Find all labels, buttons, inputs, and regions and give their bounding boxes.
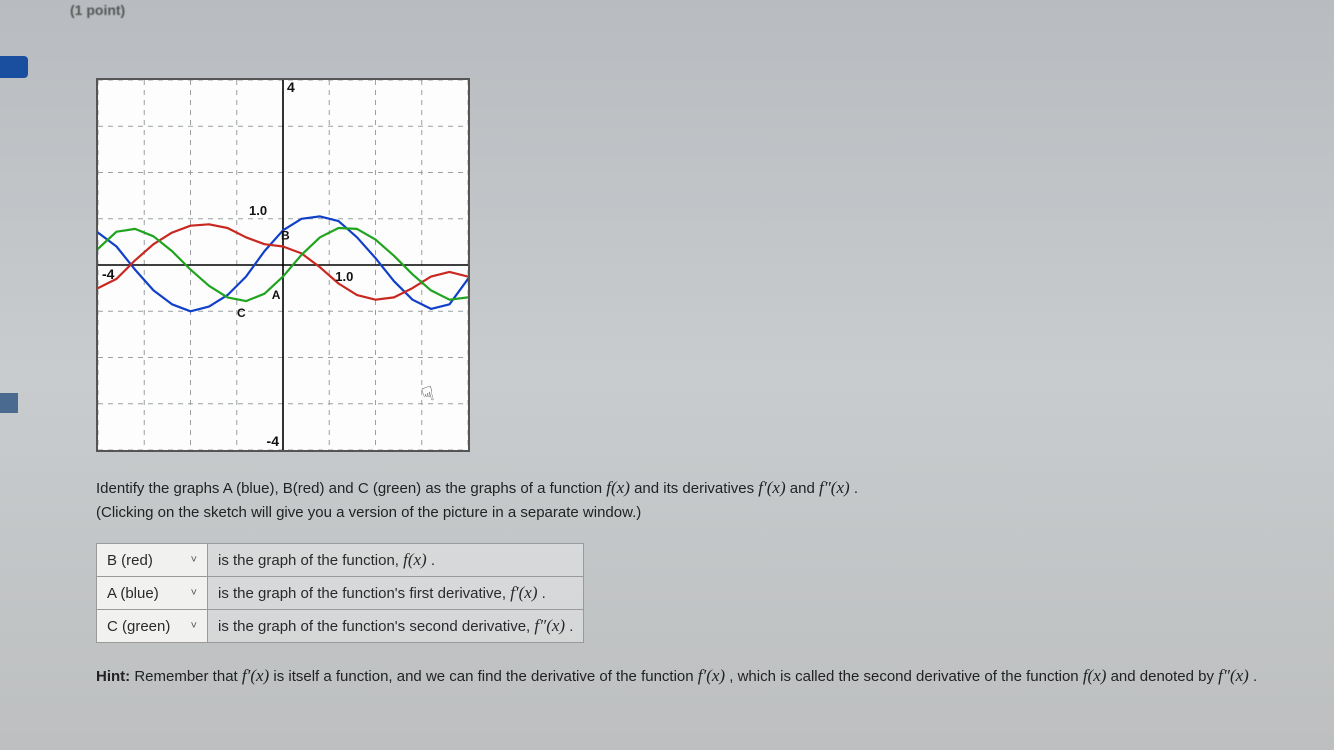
- answer-text-pre: is the graph of the function's second de…: [218, 618, 534, 635]
- hint-p3: , which is called the second derivative …: [729, 668, 1083, 685]
- answer-select-0[interactable]: B (red) ˅: [107, 552, 197, 569]
- desc-text-4: .: [854, 480, 858, 497]
- svg-text:C: C: [237, 306, 246, 320]
- hint-p2: is itself a function, and we can find th…: [273, 668, 697, 685]
- svg-text:A: A: [272, 288, 281, 302]
- answer-select-label: A (blue): [107, 585, 159, 602]
- answer-text-pre: is the graph of the function's first der…: [218, 585, 510, 602]
- answer-row: A (blue) ˅ is the graph of the function's …: [97, 577, 584, 610]
- math-fppx: f″(x): [819, 478, 850, 497]
- svg-text:-4: -4: [267, 433, 280, 449]
- desc-text-2: and its derivatives: [634, 480, 758, 497]
- math-fpx: f′(x): [758, 478, 785, 497]
- answer-row: B (red) ˅ is the graph of the function, f(…: [97, 544, 584, 577]
- desc-text-3: and: [790, 480, 819, 497]
- question-description: Identify the graphs A (blue), B(red) and…: [96, 474, 1314, 525]
- answer-math: f(x): [403, 550, 427, 569]
- math-fx: f(x): [606, 478, 630, 497]
- answer-math: f′(x): [510, 583, 537, 602]
- answer-select-cell: C (green) ˅: [97, 610, 208, 643]
- hint-math-4: f″(x): [1218, 666, 1249, 685]
- desc-text-1: Identify the graphs A (blue), B(red) and…: [96, 480, 606, 497]
- answer-text-pre: is the graph of the function,: [218, 552, 403, 569]
- hint-label: Hint:: [96, 668, 130, 685]
- hint-p4: and denoted by: [1111, 668, 1219, 685]
- question-content: 4-4-41.01.0ABC ☟ Identify the graphs A (…: [96, 78, 1314, 689]
- hint-math-3: f(x): [1083, 666, 1107, 685]
- answer-text-post: .: [538, 585, 546, 602]
- answer-text-post: .: [427, 552, 435, 569]
- chevron-down-icon: ˅: [191, 587, 197, 599]
- answer-select-1[interactable]: A (blue) ˅: [107, 585, 197, 602]
- answer-text-cell: is the graph of the function, f(x) .: [208, 544, 584, 577]
- answer-table: B (red) ˅ is the graph of the function, f(…: [96, 543, 584, 643]
- svg-text:-4: -4: [102, 266, 115, 282]
- chevron-down-icon: ˅: [191, 620, 197, 632]
- answer-text-cell: is the graph of the function's second de…: [208, 610, 584, 643]
- hint-math-2: f′(x): [698, 666, 725, 685]
- hint-p1: Remember that: [134, 668, 242, 685]
- hint-text: Hint: Remember that f′(x) is itself a fu…: [96, 663, 1314, 689]
- answer-select-label: B (red): [107, 552, 153, 569]
- hint-math-1: f′(x): [242, 666, 269, 685]
- left-accent-bar: [0, 56, 28, 78]
- answer-select-2[interactable]: C (green) ˅: [107, 618, 197, 635]
- left-accent-bar-2: [0, 393, 18, 413]
- svg-text:B: B: [281, 229, 290, 243]
- graph-svg: 4 -4 -4 1.0 1.0 A B C: [98, 80, 468, 450]
- hint-p5: .: [1253, 668, 1257, 685]
- answer-select-cell: A (blue) ˅: [97, 577, 208, 610]
- points-label: (1 point): [70, 2, 125, 18]
- answer-text-post: .: [565, 618, 573, 635]
- answer-text-cell: is the graph of the function's first der…: [208, 577, 584, 610]
- answer-math: f″(x): [534, 616, 565, 635]
- chevron-down-icon: ˅: [191, 554, 197, 566]
- answer-select-label: C (green): [107, 618, 170, 635]
- svg-text:1.0: 1.0: [249, 203, 267, 218]
- answer-row: C (green) ˅ is the graph of the function's…: [97, 610, 584, 643]
- svg-text:4: 4: [287, 80, 295, 95]
- svg-text:1.0: 1.0: [335, 269, 353, 284]
- desc-line2: (Clicking on the sketch will give you a …: [96, 504, 641, 521]
- answer-select-cell: B (red) ˅: [97, 544, 208, 577]
- graph-sketch[interactable]: 4-4-41.01.0ABC ☟: [96, 78, 470, 452]
